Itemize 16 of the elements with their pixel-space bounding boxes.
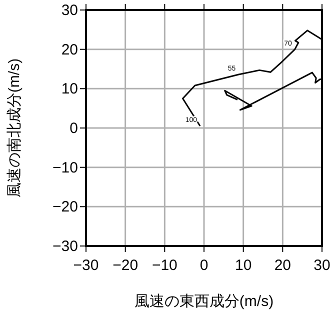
y-tick-label: −10 <box>52 159 78 176</box>
y-tick-label: 0 <box>70 120 78 137</box>
y-axis-title: 風速の南北成分(m/s) <box>6 58 23 198</box>
y-tick-label: 10 <box>61 80 78 98</box>
x-tick-label: 0 <box>200 257 208 274</box>
x-tick-label: 20 <box>274 257 292 274</box>
x-tick-label: −30 <box>73 257 99 274</box>
x-tick-label: 30 <box>314 257 330 274</box>
x-tick-label: −20 <box>112 257 138 274</box>
x-tick-label: −10 <box>152 257 178 274</box>
x-axis-title: 風速の東西成分(m/s) <box>134 293 274 310</box>
y-tick-label: −20 <box>52 198 78 216</box>
y-tick-label: −30 <box>52 238 78 255</box>
y-tick-label: 30 <box>61 2 78 19</box>
x-tick-label: 10 <box>234 257 252 274</box>
y-tick-label: 20 <box>61 41 78 58</box>
